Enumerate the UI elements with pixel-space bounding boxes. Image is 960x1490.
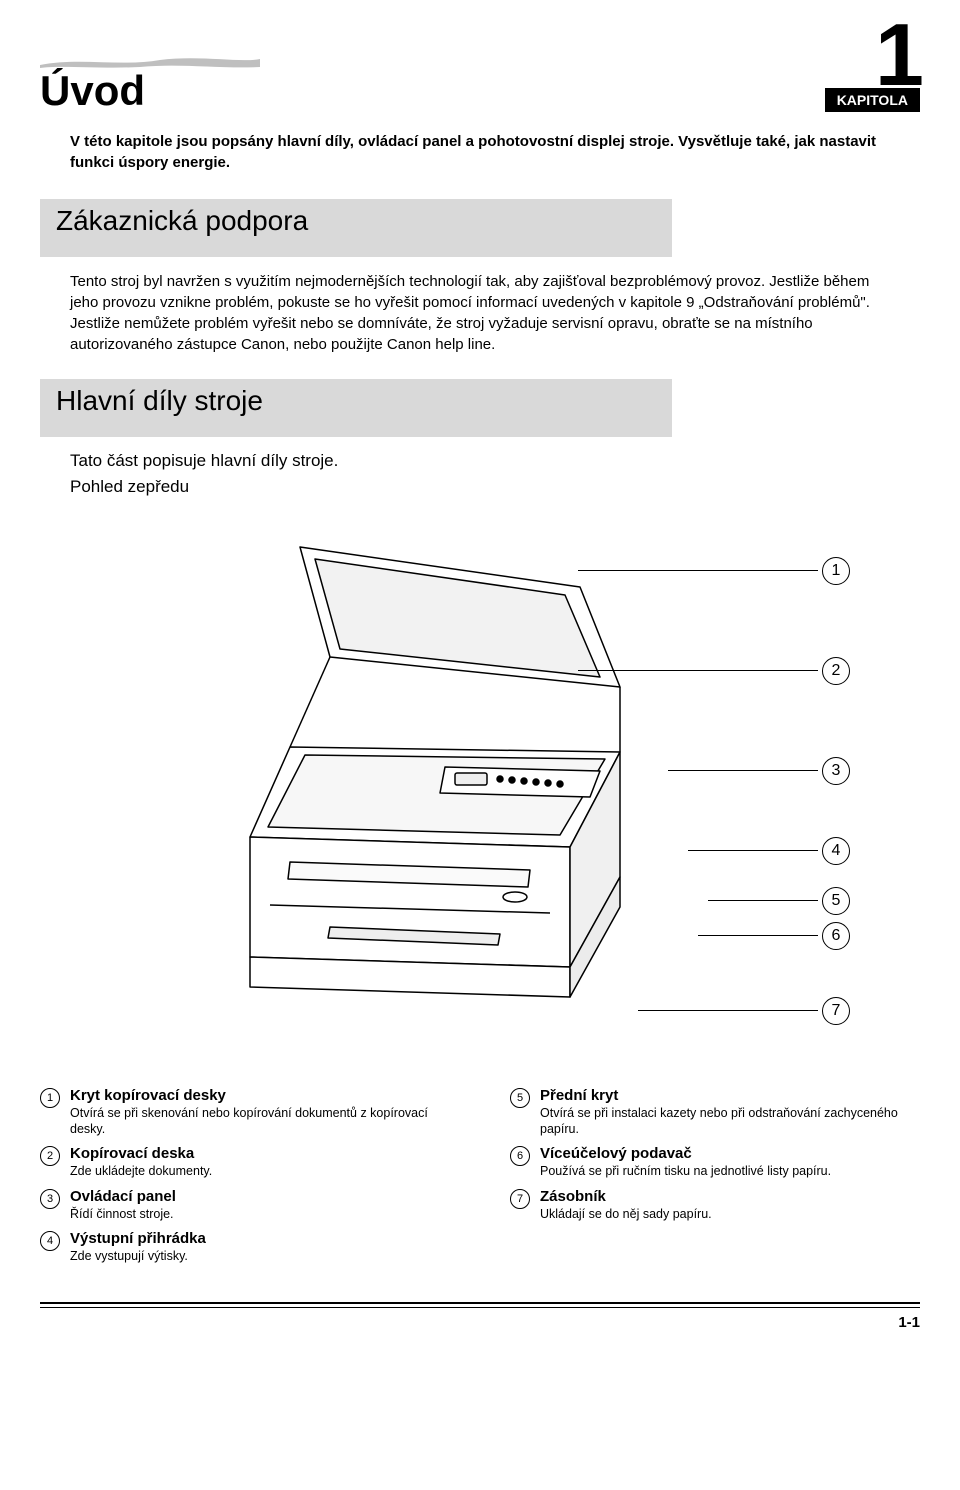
callout-number: 5 — [822, 887, 850, 915]
page-title: Úvod — [40, 70, 260, 112]
legend-text: Ovládací panelŘídí činnost stroje. — [70, 1188, 450, 1222]
legend-item: 7 ZásobníkUkládají se do něj sady papíru. — [510, 1188, 920, 1222]
legend-text: Přední krytOtvírá se při instalaci kazet… — [540, 1087, 920, 1138]
legend-title: Víceúčelový podavač — [540, 1145, 920, 1162]
chapter-label: KAPITOLA — [825, 88, 920, 112]
callout-number: 2 — [822, 657, 850, 685]
legend-item: 3 Ovládací panelŘídí činnost stroje. — [40, 1188, 450, 1222]
legend-desc: Zde ukládejte dokumenty. — [70, 1163, 450, 1179]
page: Úvod 1 KAPITOLA V této kapitole jsou pop… — [0, 0, 960, 1361]
callout-number: 6 — [822, 922, 850, 950]
legend-text: Víceúčelový podavačPoužívá se při ručním… — [540, 1145, 920, 1179]
callout: 5 — [708, 887, 850, 915]
legend: 1 Kryt kopírovací deskyOtvírá se při sken… — [40, 1087, 920, 1272]
legend-item: 4 Výstupní přihrádkaZde vystupují výtisky… — [40, 1230, 450, 1264]
legend-desc: Zde vystupují výtisky. — [70, 1248, 450, 1264]
legend-number: 4 — [40, 1231, 60, 1251]
callout: 3 — [668, 757, 850, 785]
legend-number: 3 — [40, 1189, 60, 1209]
intro-paragraph: V této kapitole jsou popsány hlavní díly… — [70, 132, 890, 173]
legend-title: Ovládací panel — [70, 1188, 450, 1205]
callout: 2 — [578, 657, 850, 685]
printer-illustration — [220, 527, 660, 1027]
legend-title: Zásobník — [540, 1188, 920, 1205]
legend-desc: Ukládají se do něj sady papíru. — [540, 1206, 920, 1222]
legend-desc: Otvírá se při instalaci kazety nebo při … — [540, 1105, 920, 1138]
section-heading-parts: Hlavní díly stroje — [56, 385, 656, 417]
callout: 6 — [698, 922, 850, 950]
callout-line — [668, 770, 818, 771]
legend-number: 2 — [40, 1146, 60, 1166]
legend-desc: Řídí činnost stroje. — [70, 1206, 450, 1222]
callout-line — [578, 570, 818, 571]
section-body-support: Tento stroj byl navržen s využitím nejmo… — [70, 271, 900, 355]
legend-text: ZásobníkUkládají se do něj sady papíru. — [540, 1188, 920, 1222]
printer-diagram: 1 2 3 4 5 6 7 — [40, 517, 920, 1037]
callout: 1 — [578, 557, 850, 585]
callout-line — [688, 850, 818, 851]
legend-desc: Používá se při ručním tisku na jednotliv… — [540, 1163, 920, 1179]
callout-line — [698, 935, 818, 936]
legend-text: Kopírovací deskaZde ukládejte dokumenty. — [70, 1145, 450, 1179]
page-number: 1-1 — [40, 1314, 920, 1331]
section-heading-support: Zákaznická podpora — [56, 205, 656, 237]
header-row: Úvod 1 KAPITOLA — [40, 20, 920, 112]
legend-title: Kryt kopírovací desky — [70, 1087, 450, 1104]
legend-item: 6 Víceúčelový podavačPoužívá se při ruční… — [510, 1145, 920, 1179]
legend-col-right: 5 Přední krytOtvírá se při instalaci kaze… — [510, 1087, 920, 1272]
callout-number: 7 — [822, 997, 850, 1025]
section-heading-bar: Hlavní díly stroje — [40, 379, 672, 437]
legend-text: Kryt kopírovací deskyOtvírá se při skeno… — [70, 1087, 450, 1138]
title-area: Úvod — [40, 52, 260, 112]
callout: 7 — [638, 997, 850, 1025]
legend-item: 5 Přední krytOtvírá se při instalaci kaze… — [510, 1087, 920, 1138]
legend-title: Přední kryt — [540, 1087, 920, 1104]
legend-desc: Otvírá se při skenování nebo kopírování … — [70, 1105, 450, 1138]
legend-number: 5 — [510, 1088, 530, 1108]
section-heading-bar: Zákaznická podpora — [40, 199, 672, 257]
legend-col-left: 1 Kryt kopírovací deskyOtvírá se při sken… — [40, 1087, 450, 1272]
legend-number: 7 — [510, 1189, 530, 1209]
callout-line — [708, 900, 818, 901]
chapter-indicator: 1 KAPITOLA — [825, 20, 920, 112]
callout-number: 4 — [822, 837, 850, 865]
callout-line — [638, 1010, 818, 1011]
callout-number: 1 — [822, 557, 850, 585]
footer-rule — [40, 1302, 920, 1308]
callout: 4 — [688, 837, 850, 865]
legend-title: Výstupní přihrádka — [70, 1230, 450, 1247]
legend-item: 1 Kryt kopírovací deskyOtvírá se při sken… — [40, 1087, 450, 1138]
section-sub1: Tato část popisuje hlavní díly stroje. — [70, 451, 920, 471]
section-sub2: Pohled zepředu — [70, 477, 920, 497]
chapter-number: 1 — [825, 20, 920, 90]
callout-line — [578, 670, 818, 671]
legend-title: Kopírovací deska — [70, 1145, 450, 1162]
legend-number: 6 — [510, 1146, 530, 1166]
callout-number: 3 — [822, 757, 850, 785]
legend-number: 1 — [40, 1088, 60, 1108]
legend-item: 2 Kopírovací deskaZde ukládejte dokumenty… — [40, 1145, 450, 1179]
legend-text: Výstupní přihrádkaZde vystupují výtisky. — [70, 1230, 450, 1264]
